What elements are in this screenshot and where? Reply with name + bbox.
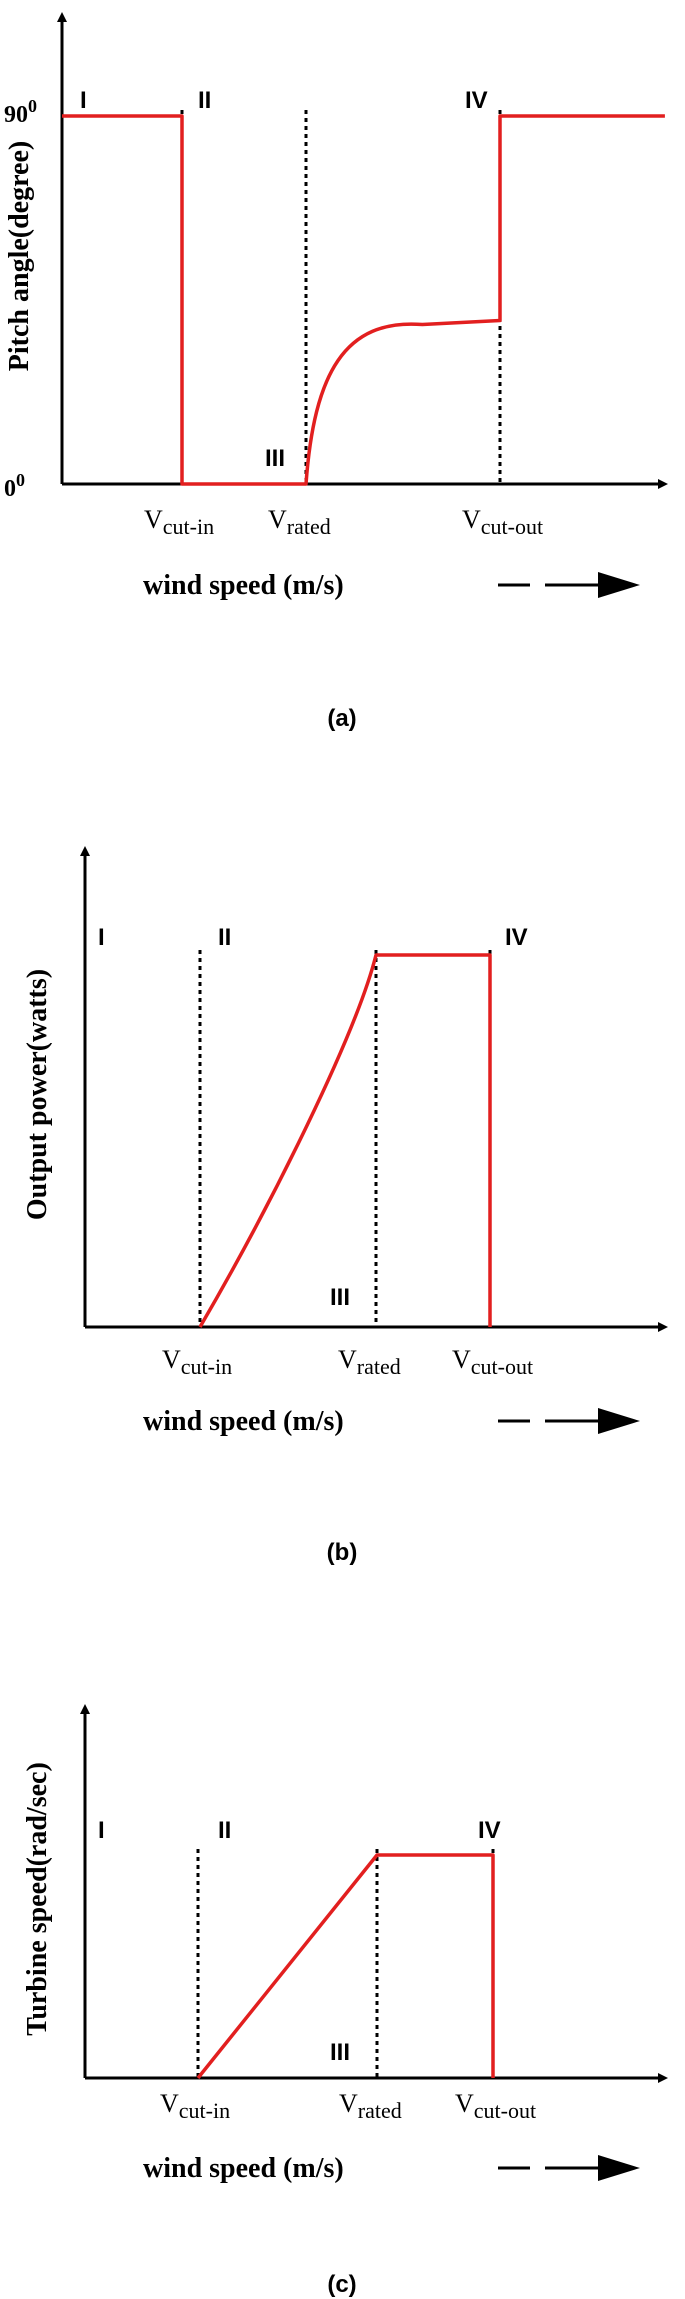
marker-label-sub: cut-in <box>181 1354 232 1379</box>
marker-label-sub: cut-out <box>471 1354 533 1379</box>
marker-label-sub: cut-out <box>481 514 543 539</box>
region-label-I: I <box>98 1817 105 1844</box>
panel-caption: (c) <box>327 2271 356 2298</box>
region-label-II: II <box>198 87 211 114</box>
y-tick-label: 00 <box>4 470 25 502</box>
marker-label-sub: cut-in <box>179 2098 230 2123</box>
x-axis-label: wind speed (m/s) <box>143 1406 344 1437</box>
marker-label-cut-out: Vcut-out <box>452 1345 533 1379</box>
region-label-IV: IV <box>478 1817 501 1844</box>
region-label-I: I <box>98 924 105 951</box>
region-label-III: III <box>330 2039 350 2066</box>
marker-label-base: V <box>462 505 481 534</box>
x-arrow-head <box>598 2155 640 2181</box>
series-curve <box>62 114 665 486</box>
y-tick-sup: 0 <box>16 470 25 490</box>
y-tick-base: 0 <box>4 476 16 502</box>
x-axis-label: wind speed (m/s) <box>143 570 344 601</box>
y-tick-base: 90 <box>4 102 28 128</box>
region-label-I: I <box>80 87 87 114</box>
marker-label-rated: Vrated <box>338 1345 401 1379</box>
marker-label-cut-out: Vcut-out <box>455 2089 536 2123</box>
marker-label-cut-in: Vcut-in <box>162 1345 232 1379</box>
marker-label-cut-out: Vcut-out <box>462 505 543 539</box>
marker-label-base: V <box>338 1345 357 1374</box>
y-tick-label: 900 <box>4 96 37 128</box>
x-axis-label: wind speed (m/s) <box>143 2153 344 2184</box>
marker-label-sub: cut-in <box>163 514 214 539</box>
marker-label-base: V <box>452 1345 471 1374</box>
x-arrow-head <box>598 572 640 598</box>
marker-label-sub: rated <box>287 514 331 539</box>
y-axis-label: Pitch angle(degree) <box>4 141 35 371</box>
marker-label-sub: rated <box>358 2098 402 2123</box>
marker-label-rated: Vrated <box>268 505 331 539</box>
series-curve <box>198 953 492 1328</box>
marker-label-base: V <box>455 2089 474 2118</box>
y-tick-sup: 0 <box>28 96 37 116</box>
marker-label-base: V <box>160 2089 179 2118</box>
marker-label-rated: Vrated <box>339 2089 402 2123</box>
y-axis-label: Turbine speed(rad/sec) <box>22 1762 53 2036</box>
marker-label-sub: rated <box>357 1354 401 1379</box>
panel-caption: (a) <box>327 705 356 732</box>
marker-label-base: V <box>144 505 163 534</box>
region-label-IV: IV <box>505 924 528 951</box>
marker-label-base: V <box>162 1345 181 1374</box>
region-label-IV: IV <box>465 87 488 114</box>
marker-label-base: V <box>268 505 287 534</box>
y-axis-label: Output power(watts) <box>22 969 53 1220</box>
region-label-II: II <box>218 1817 231 1844</box>
region-label-III: III <box>265 445 285 472</box>
x-arrow-head <box>598 1408 640 1434</box>
region-label-III: III <box>330 1284 350 1311</box>
marker-label-cut-in: Vcut-in <box>160 2089 230 2123</box>
panel-caption: (b) <box>327 1539 358 1566</box>
marker-label-sub: cut-out <box>474 2098 536 2123</box>
marker-label-cut-in: Vcut-in <box>144 505 214 539</box>
series-curve <box>196 1853 495 2080</box>
marker-label-base: V <box>339 2089 358 2118</box>
region-label-II: II <box>218 924 231 951</box>
